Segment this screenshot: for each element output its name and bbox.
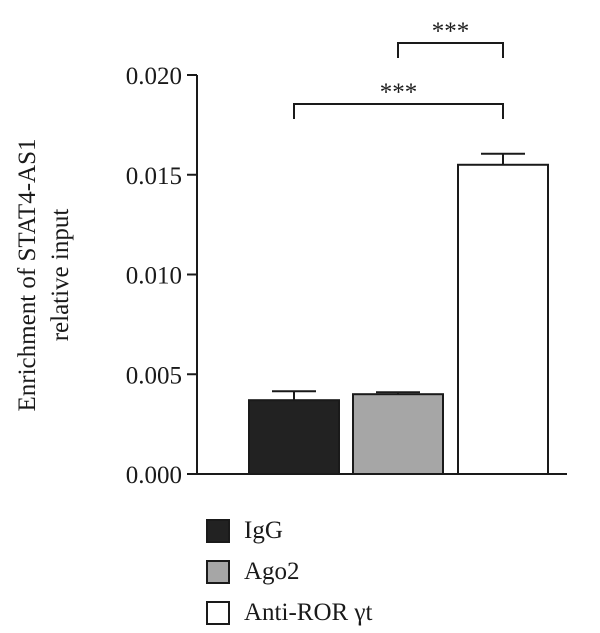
significance-label: *** [380,79,418,106]
legend-item-anti-ror-gt: Anti-ROR γt [206,592,372,633]
legend-item-ago2: Ago2 [206,551,372,592]
bar [352,393,444,476]
y-tick-label: 0.000 [126,462,182,489]
y-tick-label: 0.010 [126,263,182,290]
y-axis-label-line2: relative input [47,209,74,342]
significance-bracket [293,103,504,119]
bars [248,152,549,476]
legend-label-anti-ror-gt: Anti-ROR γt [244,599,373,626]
y-tick-label: 0.020 [126,63,182,90]
legend-label-igg: IgG [244,517,283,544]
significance-brackets: *** *** [293,18,504,119]
legend-label-ago2: Ago2 [244,558,300,585]
legend-swatch-anti-ror-gt [206,600,230,625]
significance-bracket [397,42,504,58]
bar [457,163,549,475]
y-axis-label-line1: Enrichment of STAT4-AS1 [14,139,41,412]
legend-item-igg: IgG [206,510,372,551]
bar [248,399,340,475]
bar-chart: Enrichment of STAT4-AS1 relative input 0… [14,18,567,489]
y-tick-label: 0.005 [126,362,182,389]
legend: IgG Ago2 Anti-ROR γt [206,510,372,633]
significance-label: *** [432,18,470,45]
axes: 0.000 0.005 0.010 0.015 0.020 [126,63,567,489]
legend-swatch-igg [206,518,230,543]
y-axis-label: Enrichment of STAT4-AS1 relative input [14,139,74,412]
legend-swatch-ago2 [206,559,230,584]
y-tick-label: 0.015 [126,163,182,190]
